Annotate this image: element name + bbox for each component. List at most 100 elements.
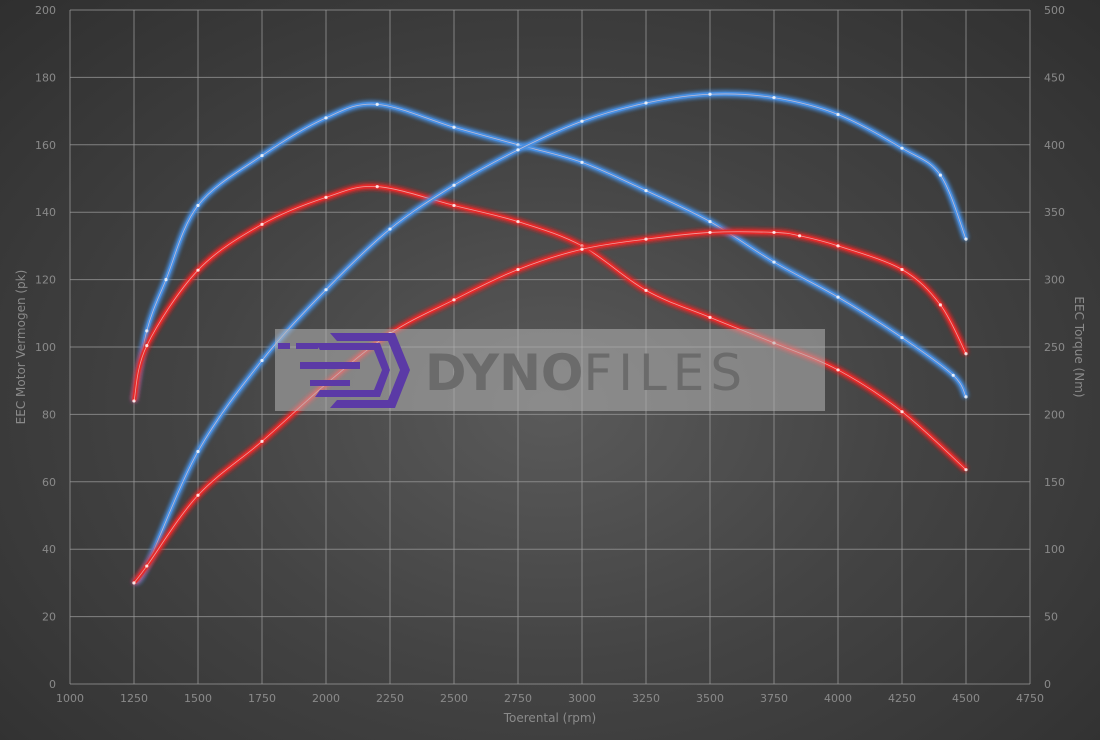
data-point xyxy=(132,399,136,403)
data-point xyxy=(964,352,968,356)
data-point xyxy=(260,358,264,363)
data-point xyxy=(580,244,584,248)
data-point xyxy=(900,410,904,414)
data-point xyxy=(388,227,392,231)
data-point xyxy=(145,329,149,333)
right-axis-ticks: 0 50 100 150 200 250 300 350 400 450 500 xyxy=(1044,4,1065,691)
left-tick-label: 120 xyxy=(35,274,56,287)
left-tick-label: 140 xyxy=(35,206,56,219)
right-tick-label: 0 xyxy=(1044,678,1051,691)
data-point xyxy=(772,230,776,235)
data-point xyxy=(196,203,200,208)
data-point xyxy=(900,146,904,150)
x-tick-label: 2250 xyxy=(376,692,404,705)
data-point xyxy=(164,278,168,282)
data-point xyxy=(324,116,328,120)
right-axis-label: EEC Torque (Nm) xyxy=(1072,296,1086,397)
left-tick-label: 60 xyxy=(42,476,56,489)
data-point xyxy=(375,184,379,189)
series-line-highlight xyxy=(133,93,967,584)
watermark-text: DYNOFILES xyxy=(425,344,748,402)
data-point xyxy=(580,160,584,164)
data-point xyxy=(708,220,712,224)
left-tick-label: 40 xyxy=(42,543,56,556)
right-tick-label: 250 xyxy=(1044,341,1065,354)
data-point xyxy=(938,173,943,177)
watermark: DYNOFILES xyxy=(275,329,825,411)
left-axis-ticks: 0 20 40 60 80 100 120 140 160 180 200 xyxy=(35,4,56,691)
right-tick-label: 450 xyxy=(1044,71,1065,84)
left-tick-label: 80 xyxy=(42,408,56,421)
left-tick-label: 160 xyxy=(35,139,56,152)
x-tick-label: 1500 xyxy=(184,692,212,705)
x-tick-label: 4250 xyxy=(888,692,916,705)
data-point xyxy=(938,303,943,307)
x-tick-label: 4000 xyxy=(824,692,852,705)
data-point xyxy=(708,230,712,235)
data-point xyxy=(260,153,264,158)
series-1 xyxy=(132,184,968,472)
left-axis-label: EEC Motor Vermogen (pk) xyxy=(14,270,28,425)
data-point xyxy=(145,344,149,348)
data-point xyxy=(798,234,802,238)
data-point xyxy=(145,564,149,568)
right-tick-label: 50 xyxy=(1044,611,1058,624)
series-line-highlight xyxy=(133,231,967,584)
x-tick-label: 1750 xyxy=(248,692,276,705)
series-group xyxy=(132,91,968,585)
data-point xyxy=(708,92,712,96)
x-tick-label: 3250 xyxy=(632,692,660,705)
data-point xyxy=(836,244,840,248)
data-point xyxy=(772,96,776,100)
series-0 xyxy=(132,102,968,403)
data-point xyxy=(964,395,968,399)
data-point xyxy=(964,237,968,241)
data-point xyxy=(951,373,955,377)
x-tick-label: 2500 xyxy=(440,692,468,705)
data-point xyxy=(772,260,776,264)
right-tick-label: 400 xyxy=(1044,139,1065,152)
data-point xyxy=(452,298,456,302)
right-tick-label: 300 xyxy=(1044,274,1065,287)
data-point xyxy=(260,222,264,226)
data-point xyxy=(580,119,584,123)
x-tick-label: 3750 xyxy=(760,692,788,705)
x-tick-label: 2750 xyxy=(504,692,532,705)
data-point xyxy=(836,112,840,117)
data-point xyxy=(900,335,904,340)
data-point xyxy=(375,102,379,106)
x-axis-ticks: 1000 1250 1500 1750 2000 2250 2500 2750 3000 3250… xyxy=(56,692,1044,705)
x-tick-label: 3500 xyxy=(696,692,724,705)
data-point xyxy=(644,237,648,241)
left-tick-label: 180 xyxy=(35,71,56,84)
data-point xyxy=(516,148,520,152)
data-point xyxy=(452,203,456,208)
data-point xyxy=(644,288,648,292)
right-tick-label: 100 xyxy=(1044,543,1065,556)
data-point xyxy=(644,101,648,105)
left-tick-label: 0 xyxy=(49,678,56,691)
data-point xyxy=(964,468,968,472)
x-tick-label: 4500 xyxy=(952,692,980,705)
data-point xyxy=(132,581,136,585)
right-tick-label: 200 xyxy=(1044,408,1065,421)
x-tick-label: 3000 xyxy=(568,692,596,705)
data-point xyxy=(516,220,520,224)
data-point xyxy=(260,439,264,443)
data-point xyxy=(196,493,200,497)
data-point xyxy=(836,295,840,299)
right-tick-label: 500 xyxy=(1044,4,1065,17)
data-point xyxy=(196,268,200,272)
data-point xyxy=(516,143,520,147)
right-tick-label: 350 xyxy=(1044,206,1065,219)
data-point xyxy=(452,125,456,129)
x-axis-label: Toerental (rpm) xyxy=(503,711,596,725)
x-tick-label: 1000 xyxy=(56,692,84,705)
x-tick-label: 2000 xyxy=(312,692,340,705)
data-point xyxy=(452,183,456,187)
right-tick-label: 150 xyxy=(1044,476,1065,489)
data-point xyxy=(836,368,840,372)
data-point xyxy=(644,189,648,193)
data-point xyxy=(580,247,584,251)
data-point xyxy=(900,267,904,272)
